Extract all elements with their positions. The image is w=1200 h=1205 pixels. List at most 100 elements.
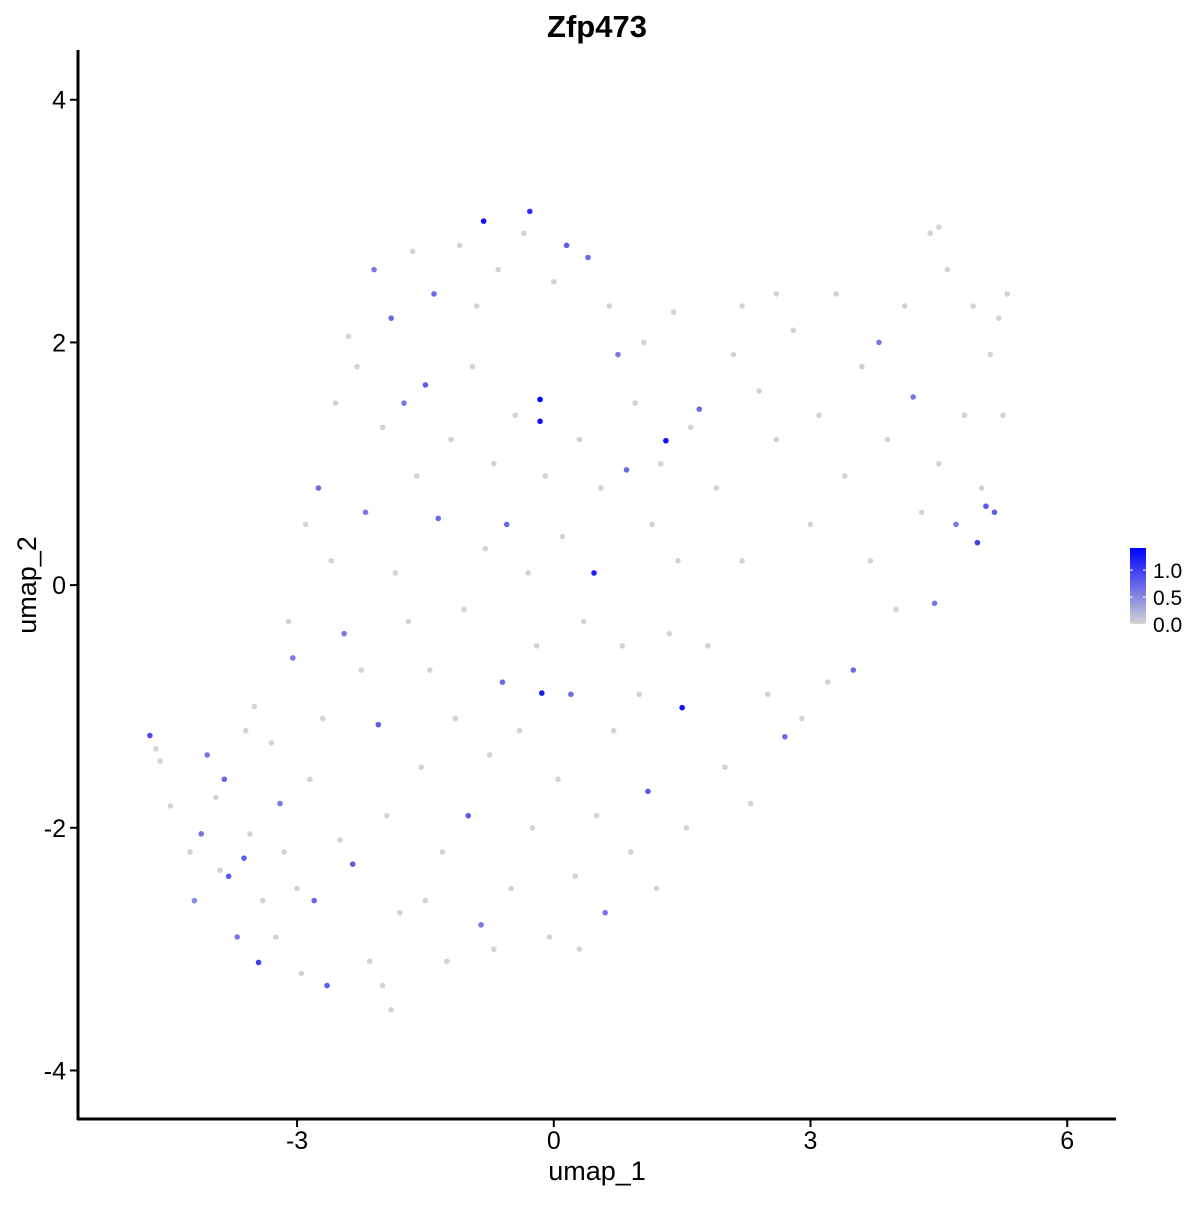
point bbox=[405, 618, 412, 625]
point bbox=[285, 618, 292, 625]
point bbox=[499, 679, 506, 685]
point bbox=[537, 396, 543, 403]
point bbox=[585, 254, 591, 261]
point bbox=[247, 831, 253, 837]
point bbox=[546, 934, 553, 940]
point bbox=[807, 521, 814, 528]
point bbox=[277, 800, 283, 807]
point bbox=[392, 570, 399, 576]
point bbox=[409, 248, 416, 255]
point bbox=[354, 363, 360, 370]
point bbox=[302, 521, 309, 528]
point bbox=[653, 885, 660, 892]
point bbox=[991, 509, 998, 516]
point bbox=[756, 388, 762, 394]
point bbox=[983, 503, 989, 510]
point bbox=[491, 946, 497, 952]
point bbox=[221, 776, 228, 783]
point bbox=[657, 460, 664, 467]
point bbox=[527, 208, 533, 215]
point bbox=[961, 412, 968, 419]
point bbox=[268, 740, 275, 746]
point bbox=[187, 849, 193, 855]
point bbox=[670, 309, 677, 315]
y-axis-label: umap_2 bbox=[12, 536, 42, 634]
point bbox=[539, 690, 545, 696]
point bbox=[773, 291, 780, 297]
point bbox=[167, 803, 174, 809]
point bbox=[533, 642, 540, 649]
point bbox=[563, 242, 570, 249]
point bbox=[572, 873, 578, 880]
point bbox=[927, 230, 934, 237]
point bbox=[251, 703, 258, 710]
point bbox=[764, 691, 771, 698]
point bbox=[623, 467, 630, 473]
point bbox=[315, 485, 322, 491]
point bbox=[521, 230, 527, 237]
point bbox=[435, 515, 442, 522]
point bbox=[918, 509, 925, 516]
point bbox=[478, 922, 484, 928]
colorbar-tick-label: 1.0 bbox=[1153, 560, 1182, 583]
point bbox=[591, 570, 597, 576]
point bbox=[375, 721, 382, 728]
y-tick-label: -4 bbox=[44, 1057, 66, 1085]
colorbar-tick-label: 0.5 bbox=[1153, 587, 1182, 610]
point bbox=[649, 521, 655, 528]
point bbox=[542, 473, 549, 479]
point bbox=[645, 788, 651, 795]
point bbox=[401, 400, 407, 406]
point bbox=[640, 339, 647, 346]
point bbox=[619, 642, 626, 649]
point bbox=[970, 303, 976, 309]
point bbox=[816, 412, 822, 419]
point bbox=[602, 909, 608, 916]
point bbox=[255, 959, 262, 966]
point bbox=[782, 733, 788, 740]
point bbox=[495, 266, 501, 273]
point bbox=[713, 485, 720, 491]
point bbox=[576, 946, 583, 952]
point bbox=[683, 824, 690, 831]
point bbox=[198, 831, 205, 837]
point bbox=[444, 958, 450, 965]
point bbox=[396, 909, 403, 916]
point bbox=[936, 224, 942, 230]
point bbox=[371, 266, 377, 273]
point bbox=[473, 303, 480, 309]
point bbox=[461, 606, 467, 613]
y-tick-label: 4 bbox=[52, 87, 66, 115]
colorbar bbox=[1130, 548, 1146, 624]
point bbox=[414, 473, 420, 479]
point bbox=[550, 278, 557, 285]
point bbox=[367, 958, 373, 965]
point bbox=[790, 327, 797, 334]
point bbox=[867, 558, 874, 564]
point bbox=[893, 606, 899, 613]
x-tick-label: 6 bbox=[1060, 1127, 1074, 1155]
point bbox=[610, 727, 617, 734]
x-axis-label: umap_1 bbox=[548, 1156, 646, 1186]
point bbox=[632, 400, 638, 406]
point bbox=[324, 982, 330, 989]
point bbox=[559, 533, 566, 540]
point bbox=[426, 667, 433, 673]
point bbox=[910, 394, 916, 400]
point bbox=[576, 436, 583, 443]
point bbox=[675, 558, 681, 564]
point bbox=[936, 460, 942, 467]
point bbox=[431, 291, 437, 297]
point bbox=[388, 315, 394, 321]
point bbox=[345, 333, 352, 340]
point bbox=[486, 752, 493, 758]
point bbox=[580, 618, 587, 625]
point bbox=[234, 934, 240, 940]
point bbox=[850, 667, 857, 673]
point bbox=[311, 897, 317, 904]
point bbox=[568, 691, 574, 698]
point bbox=[491, 460, 497, 467]
point bbox=[349, 861, 356, 867]
point bbox=[739, 558, 745, 564]
point bbox=[341, 630, 347, 637]
